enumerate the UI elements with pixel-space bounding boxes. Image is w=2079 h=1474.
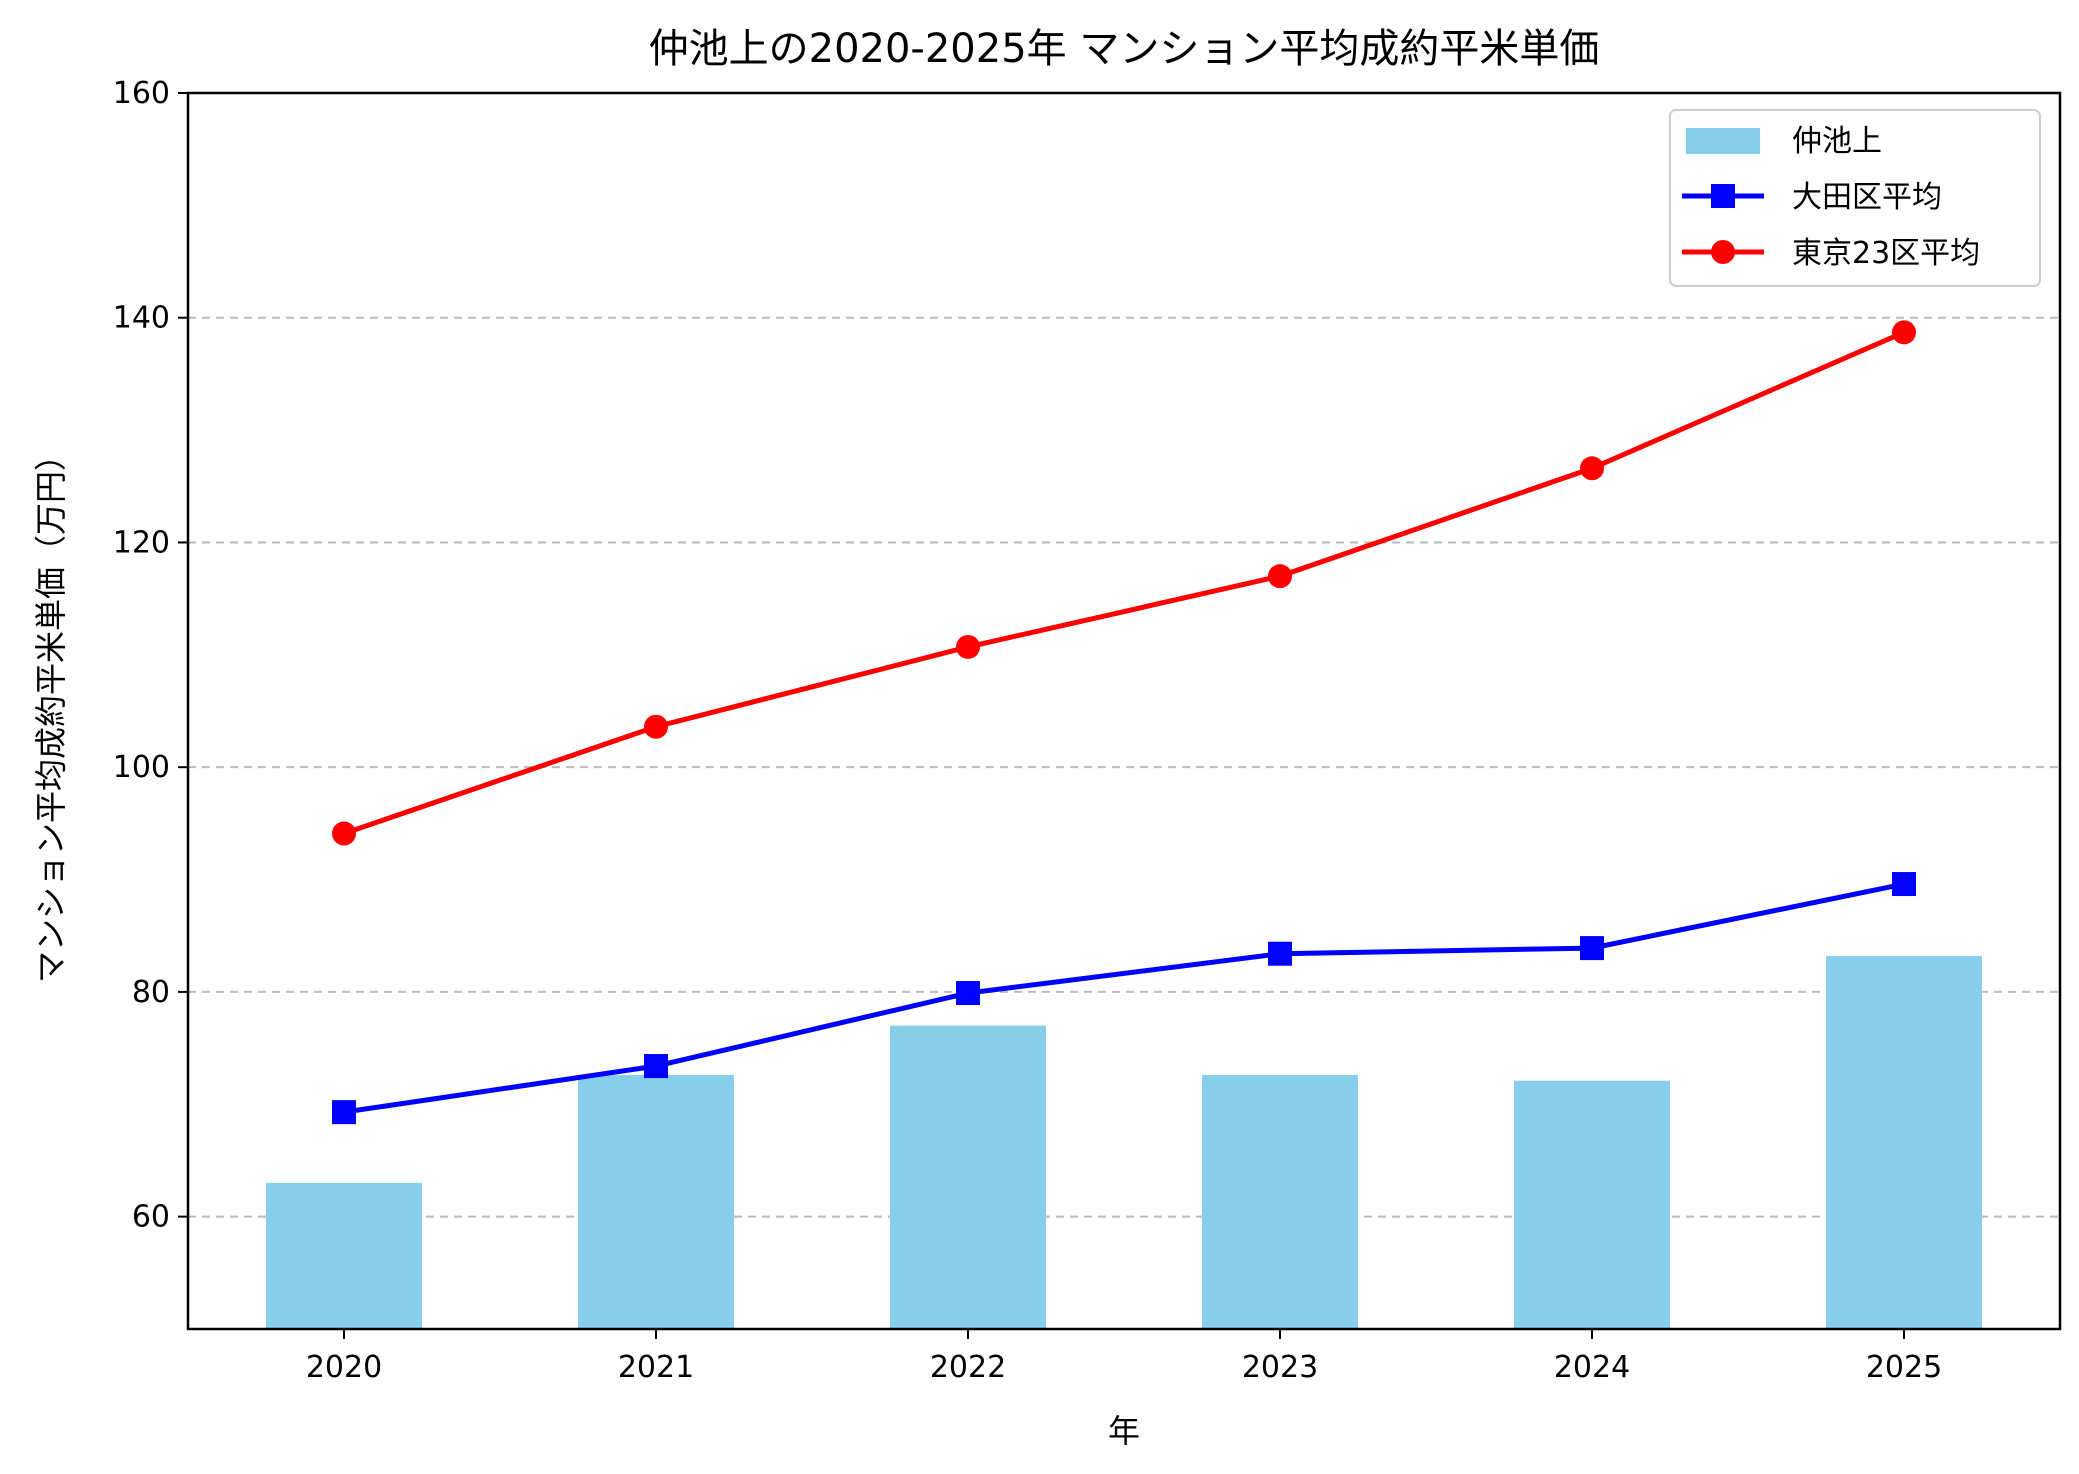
data-point: [1580, 456, 1604, 481]
data-point: [1892, 320, 1916, 345]
legend-label: 東京23区平均: [1792, 236, 1980, 271]
y-tick-label: 140: [113, 301, 170, 336]
bar: [1826, 955, 1982, 1329]
x-tick-label: 2023: [1242, 1350, 1318, 1385]
x-tick-label: 2022: [930, 1350, 1006, 1385]
legend-swatch: [1686, 128, 1760, 154]
legend-label: 大田区平均: [1792, 180, 1942, 215]
legend-label: 仲池上: [1792, 124, 1882, 159]
data-point: [956, 981, 980, 1006]
data-point: [332, 821, 356, 846]
legend-marker: [1711, 240, 1735, 264]
data-point: [1580, 936, 1604, 961]
data-point: [956, 634, 980, 659]
data-point: [644, 1054, 668, 1079]
bar: [1514, 1080, 1670, 1329]
data-point: [1268, 941, 1292, 966]
x-tick-label: 2020: [306, 1350, 382, 1385]
series-line: [343, 330, 1905, 836]
data-point: [332, 1100, 356, 1125]
legend-frame: [1669, 109, 2041, 287]
x-axis-label: 年: [1108, 1412, 1140, 1450]
y-tick-label: 80: [132, 975, 170, 1010]
bar: [578, 1075, 734, 1329]
bar: [890, 1025, 1046, 1329]
y-tick-label: 160: [113, 76, 170, 111]
data-point: [644, 714, 668, 739]
data-point: [1268, 564, 1292, 589]
plot-frame: [186, 91, 2062, 1331]
data-point: [1892, 872, 1916, 897]
bar: [266, 1182, 422, 1329]
bar: [1202, 1075, 1358, 1329]
x-tick-label: 2025: [1866, 1350, 1942, 1385]
y-tick-label: 60: [132, 1200, 170, 1235]
x-tick-label: 2021: [618, 1350, 694, 1385]
x-tick-label: 2024: [1554, 1350, 1630, 1385]
series-line: [343, 881, 1905, 1115]
chart-title: 仲池上の2020-2025年 マンション平均成約平米単価: [649, 26, 1600, 72]
y-tick-label: 100: [113, 750, 170, 785]
y-axis-label: マンション平均成約平米単価（万円）: [32, 439, 70, 983]
legend-marker: [1711, 184, 1735, 208]
y-tick-label: 120: [113, 525, 170, 560]
